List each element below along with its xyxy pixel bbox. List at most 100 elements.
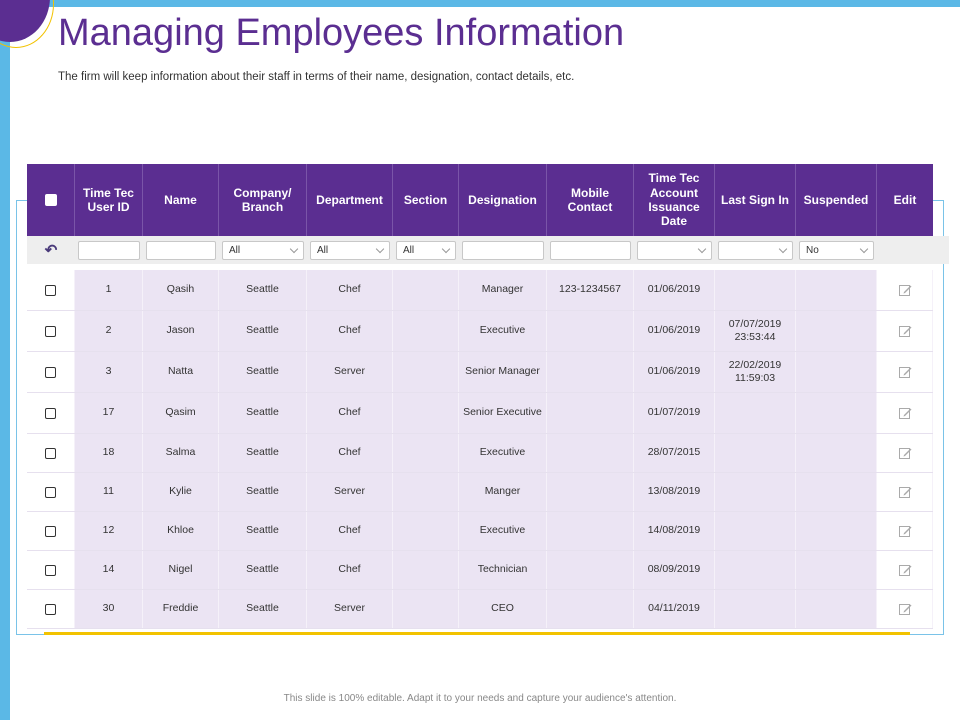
filter-designation[interactable] bbox=[462, 240, 544, 260]
select-all-checkbox[interactable] bbox=[44, 194, 57, 206]
cell-mobile bbox=[547, 473, 634, 511]
cell-issuance: 01/06/2019 bbox=[634, 352, 715, 392]
footer-note: This slide is 100% editable. Adapt it to… bbox=[283, 693, 677, 704]
row-select-cell bbox=[27, 393, 75, 433]
cell-company: Seattle bbox=[219, 473, 307, 511]
filter-mobile[interactable] bbox=[550, 240, 631, 260]
cell-designation: Technician bbox=[459, 551, 547, 589]
filter-cell: All bbox=[393, 240, 459, 260]
row-select-cell bbox=[27, 551, 75, 589]
cell-department: Chef bbox=[307, 551, 393, 589]
undo-icon[interactable]: ↶ bbox=[44, 242, 58, 259]
filter-cell: ↶ bbox=[27, 241, 75, 259]
cell-company: Seattle bbox=[219, 434, 307, 472]
filter-section[interactable]: All bbox=[396, 240, 456, 260]
cell-suspended bbox=[796, 551, 877, 589]
cell-name: Salma bbox=[143, 434, 219, 472]
filter-cell: All bbox=[307, 240, 393, 260]
filter-department[interactable]: All bbox=[310, 240, 390, 260]
cell-name: Qasim bbox=[143, 393, 219, 433]
cell-id: 12 bbox=[75, 512, 143, 550]
cell-company: Seattle bbox=[219, 590, 307, 628]
cell-mobile bbox=[547, 393, 634, 433]
table-row: 14 Nigel Seattle Chef Technician 08/09/2019 bbox=[27, 551, 933, 590]
cell-mobile bbox=[547, 590, 634, 628]
edit-cell bbox=[877, 512, 933, 550]
cell-name: Jason bbox=[143, 311, 219, 351]
cell-designation: Senior Manager bbox=[459, 352, 547, 392]
cell-department: Server bbox=[307, 590, 393, 628]
cell-issuance: 01/06/2019 bbox=[634, 270, 715, 310]
cell-section bbox=[393, 590, 459, 628]
filter-cell: No bbox=[796, 240, 877, 260]
filter-department-value: All bbox=[317, 244, 329, 256]
edit-icon[interactable] bbox=[898, 602, 912, 616]
chevron-down-icon bbox=[375, 244, 385, 253]
filter-user-id[interactable] bbox=[78, 240, 140, 260]
edit-icon[interactable] bbox=[898, 446, 912, 460]
cell-id: 2 bbox=[75, 311, 143, 351]
cell-name: Nigel bbox=[143, 551, 219, 589]
row-checkbox[interactable] bbox=[45, 325, 56, 337]
cell-issuance: 14/08/2019 bbox=[634, 512, 715, 550]
cell-department: Chef bbox=[307, 311, 393, 351]
chevron-down-icon bbox=[289, 244, 299, 253]
cell-last-sign-in bbox=[715, 590, 796, 628]
row-select-cell bbox=[27, 434, 75, 472]
cell-section bbox=[393, 473, 459, 511]
edit-icon[interactable] bbox=[898, 485, 912, 499]
row-checkbox[interactable] bbox=[45, 486, 56, 498]
cell-company: Seattle bbox=[219, 551, 307, 589]
cell-company: Seattle bbox=[219, 352, 307, 392]
row-checkbox[interactable] bbox=[45, 284, 56, 296]
cell-designation: Manager bbox=[459, 270, 547, 310]
row-select-cell bbox=[27, 590, 75, 628]
cell-section bbox=[393, 512, 459, 550]
row-select-cell bbox=[27, 352, 75, 392]
table-header: Time Tec User ID Name Company/ Branch Depar… bbox=[27, 164, 933, 236]
cell-section bbox=[393, 434, 459, 472]
filter-suspended-value: No bbox=[806, 244, 819, 256]
cell-last-sign-in: 07/07/2019 23:53:44 bbox=[715, 311, 796, 351]
cell-company: Seattle bbox=[219, 512, 307, 550]
edit-cell bbox=[877, 311, 933, 351]
cell-department: Chef bbox=[307, 434, 393, 472]
edit-icon[interactable] bbox=[898, 365, 912, 379]
filter-name[interactable] bbox=[146, 240, 216, 260]
edit-cell bbox=[877, 270, 933, 310]
edit-icon[interactable] bbox=[898, 283, 912, 297]
row-checkbox[interactable] bbox=[45, 447, 56, 459]
row-checkbox[interactable] bbox=[45, 603, 56, 615]
row-checkbox[interactable] bbox=[45, 407, 56, 419]
cell-id: 1 bbox=[75, 270, 143, 310]
row-select-cell bbox=[27, 512, 75, 550]
edit-icon[interactable] bbox=[898, 406, 912, 420]
filter-cell bbox=[634, 240, 715, 260]
cell-issuance: 28/07/2015 bbox=[634, 434, 715, 472]
cell-suspended bbox=[796, 473, 877, 511]
table-row: 17 Qasim Seattle Chef Senior Executive 01/07/… bbox=[27, 393, 933, 434]
cell-name: Freddie bbox=[143, 590, 219, 628]
row-checkbox[interactable] bbox=[45, 366, 56, 378]
table-row: 30 Freddie Seattle Server CEO 04/11/2019 bbox=[27, 590, 933, 629]
cell-last-sign-in bbox=[715, 434, 796, 472]
cell-name: Natta bbox=[143, 352, 219, 392]
filter-company[interactable]: All bbox=[222, 240, 304, 260]
filter-issuance-date[interactable] bbox=[637, 240, 712, 260]
cell-suspended bbox=[796, 512, 877, 550]
filter-suspended[interactable]: No bbox=[799, 240, 874, 260]
edit-icon[interactable] bbox=[898, 563, 912, 577]
edit-icon[interactable] bbox=[898, 524, 912, 538]
filter-last-sign-in[interactable] bbox=[718, 240, 793, 260]
cell-id: 30 bbox=[75, 590, 143, 628]
cell-issuance: 13/08/2019 bbox=[634, 473, 715, 511]
cell-last-sign-in bbox=[715, 473, 796, 511]
edit-icon[interactable] bbox=[898, 324, 912, 338]
row-checkbox[interactable] bbox=[45, 525, 56, 537]
row-checkbox[interactable] bbox=[45, 564, 56, 576]
cell-last-sign-in: 22/02/2019 11:59:03 bbox=[715, 352, 796, 392]
cell-designation: Manger bbox=[459, 473, 547, 511]
header-edit: Edit bbox=[877, 164, 933, 236]
cell-department: Chef bbox=[307, 393, 393, 433]
filter-row: ↶ All All All No bbox=[27, 236, 949, 264]
